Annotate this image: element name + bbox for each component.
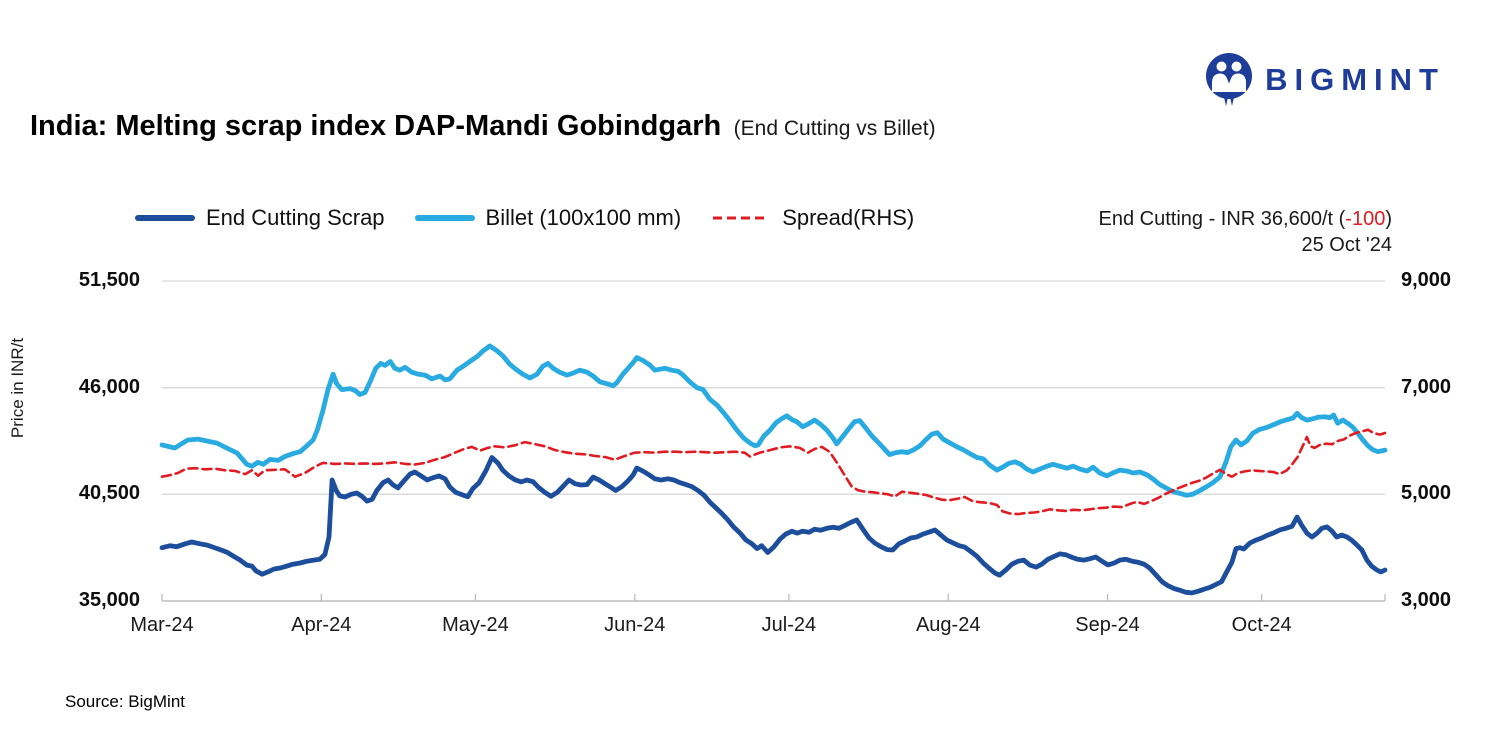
y-axis-label-right: 5,000 [1401, 482, 1452, 505]
y-axis-label-left: 51,500 [78, 269, 140, 291]
legend-item-billet: Billet (100x100 mm) [414, 205, 682, 231]
y-axis-label-left: 35,000 [78, 589, 140, 611]
bigmint-wordmark: BIGMINT [1265, 62, 1445, 97]
title-subtitle: (End Cutting vs Billet) [733, 117, 936, 140]
x-axis-label-month: Apr-24 [291, 614, 352, 636]
chart-legend: End Cutting Scrap Billet (100x100 mm) Sp… [135, 205, 914, 231]
x-axis-label-month: Oct-24 [1231, 614, 1292, 636]
billet-line-swatch [414, 215, 475, 221]
title-main: India: Melting scrap index DAP-Mandi Gob… [30, 110, 722, 142]
legend-item-end-cutting: End Cutting Scrap [135, 205, 385, 231]
page-title: India: Melting scrap index DAP-Mandi Gob… [30, 110, 936, 143]
y-axis-label-left: 40,500 [78, 482, 140, 505]
series-line-spread-rhs [160, 428, 1387, 516]
x-axis-label-month: Aug-24 [915, 614, 981, 636]
latest-price-annotation: End Cutting - INR 36,600/t (-100) 25 Oct… [1099, 206, 1393, 258]
price-change-value: -100 [1345, 208, 1386, 230]
x-axis-label-month: Mar-24 [130, 614, 194, 636]
x-axis-label-month: Jul-24 [761, 614, 817, 636]
annotation-date: 25 Oct '24 [1301, 234, 1392, 256]
source-note: Source: BigMint [65, 692, 185, 711]
y-axis-label-right: 3,000 [1401, 589, 1452, 611]
x-axis-label-month: May-24 [442, 614, 509, 636]
bigmint-logo: BIGMINT [1205, 52, 1445, 108]
y-axis-label-right: 7,000 [1401, 375, 1452, 398]
y-axis-title: Price in INR/t [8, 337, 27, 439]
end-cutting-line-swatch [135, 215, 195, 221]
bigmint-logo-icon [1206, 53, 1253, 106]
annotation-price-line: End Cutting - INR 36,600/t (-100) [1098, 208, 1393, 230]
y-axis-label-right: 9,000 [1401, 269, 1452, 291]
y-axis-label-left: 46,000 [78, 375, 140, 398]
spread-dashed-line-swatch [713, 216, 770, 220]
legend-item-spread: Spread(RHS) [711, 205, 914, 231]
legend-label: End Cutting Scrap [206, 205, 385, 230]
series-line-end-cutting-scrap [159, 455, 1388, 596]
x-axis-label-month: Jun-24 [604, 614, 666, 636]
legend-label: Spread(RHS) [782, 205, 915, 230]
x-axis-label-month: Sep-24 [1075, 614, 1140, 636]
legend-label: Billet (100x100 mm) [485, 205, 682, 230]
series-line-billet-100x100-mm [159, 343, 1388, 498]
